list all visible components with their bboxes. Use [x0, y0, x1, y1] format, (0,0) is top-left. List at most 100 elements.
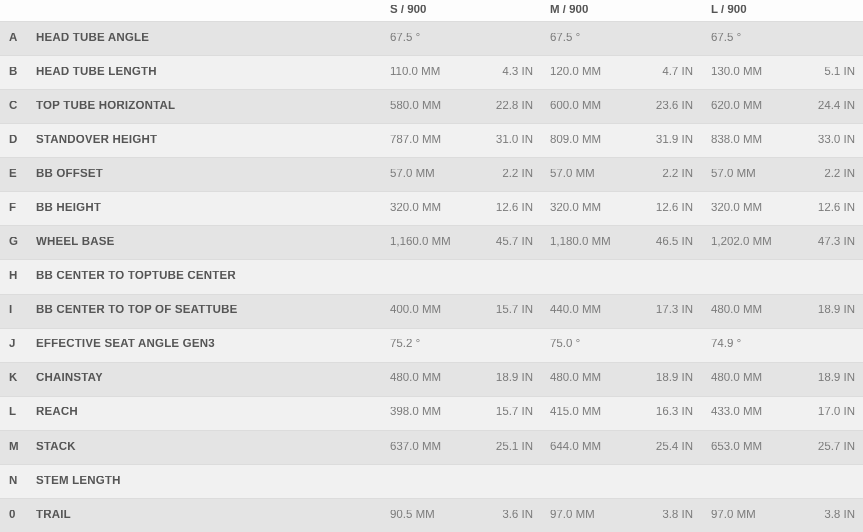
table-row: K CHAINSTAY 480.0 MM 18.9 IN 480.0 MM 18.9 IN…	[0, 361, 863, 396]
table-row: E BB OFFSET 57.0 MM 2.2 IN 57.0 MM 2.2 IN 57.0…	[0, 157, 863, 192]
table-row: B HEAD TUBE LENGTH 110.0 MM 4.3 IN 120.0 MM 4…	[0, 55, 863, 90]
value-s-mm: 57.0 MM	[390, 169, 435, 181]
table-row: G WHEEL BASE 1,160.0 MM 45.7 IN 1,180.0 MM 46…	[0, 225, 863, 260]
value-s-in: 12.6 IN	[495, 203, 533, 215]
value-m-in: 46.5 IN	[655, 237, 693, 249]
value-s-mm: 400.0 MM	[390, 305, 442, 317]
value-l-mm: 97.0 MM	[711, 509, 756, 521]
table-row: J EFFECTIVE SEAT ANGLE GEN3 75.2 ° 75.0 ° 74…	[0, 327, 863, 362]
value-m-in: 2.2 IN	[662, 169, 693, 181]
row-label: HEAD TUBE LENGTH	[36, 66, 157, 78]
value-l-in: 17.0 IN	[817, 407, 855, 419]
value-l-mm: 1,202.0 MM	[711, 237, 772, 249]
value-l-mm: 74.9 °	[711, 339, 742, 351]
value-s-mm: 637.0 MM	[390, 441, 442, 453]
value-s-mm: 67.5 °	[390, 32, 421, 44]
row-letter: H	[9, 271, 18, 283]
row-label: EFFECTIVE SEAT ANGLE GEN3	[36, 339, 215, 351]
row-letter: L	[9, 407, 17, 419]
value-m-mm: 1,180.0 MM	[550, 237, 611, 249]
size-column-header-l: L / 900	[711, 4, 747, 16]
value-l-in: 3.8 IN	[824, 509, 855, 521]
size-column-header-m: M / 900	[550, 4, 589, 16]
value-m-mm: 75.0 °	[550, 339, 581, 351]
value-m-mm: 809.0 MM	[550, 134, 602, 146]
value-s-mm: 787.0 MM	[390, 134, 442, 146]
row-letter: N	[9, 475, 18, 487]
table-row: C TOP TUBE HORIZONTAL 580.0 MM 22.8 IN 600.0…	[0, 89, 863, 124]
row-letter: E	[9, 169, 17, 181]
value-m-mm: 440.0 MM	[550, 305, 602, 317]
table-row: A HEAD TUBE ANGLE 67.5 ° 67.5 ° 67.5 °	[0, 21, 863, 56]
value-l-mm: 480.0 MM	[711, 305, 763, 317]
table-row: F BB HEIGHT 320.0 MM 12.6 IN 320.0 MM 12.6 IN…	[0, 191, 863, 226]
row-letter: C	[9, 100, 18, 112]
row-letter: J	[9, 339, 16, 351]
value-s-in: 15.7 IN	[495, 305, 533, 317]
value-m-in: 18.9 IN	[655, 373, 693, 385]
value-m-mm: 415.0 MM	[550, 407, 602, 419]
value-s-mm: 480.0 MM	[390, 373, 442, 385]
value-m-in: 12.6 IN	[655, 203, 693, 215]
value-l-mm: 653.0 MM	[711, 441, 763, 453]
row-letter: I	[9, 305, 13, 317]
row-letter: D	[9, 134, 18, 146]
value-l-mm: 838.0 MM	[711, 134, 763, 146]
value-m-in: 17.3 IN	[655, 305, 693, 317]
value-m-mm: 97.0 MM	[550, 509, 595, 521]
value-l-in: 18.9 IN	[817, 373, 855, 385]
row-label: TRAIL	[36, 509, 71, 521]
row-label: STANDOVER HEIGHT	[36, 134, 158, 146]
value-l-mm: 620.0 MM	[711, 100, 763, 112]
value-l-in: 25.7 IN	[817, 441, 855, 453]
value-l-in: 47.3 IN	[817, 237, 855, 249]
row-label: STEM LENGTH	[36, 475, 121, 487]
row-label: BB OFFSET	[36, 169, 103, 181]
row-label: HEAD TUBE ANGLE	[36, 32, 150, 44]
value-s-in: 3.6 IN	[502, 509, 533, 521]
value-s-mm: 398.0 MM	[390, 407, 442, 419]
row-label: BB CENTER TO TOP OF SEATTUBE	[36, 305, 238, 317]
value-l-mm: 433.0 MM	[711, 407, 763, 419]
row-letter: K	[9, 373, 18, 385]
row-letter: B	[9, 66, 18, 78]
size-header-row: S / 900 M / 900 L / 900	[0, 0, 863, 21]
value-s-in: 25.1 IN	[495, 441, 533, 453]
value-l-in: 33.0 IN	[817, 134, 855, 146]
table-row: H BB CENTER TO TOPTUBE CENTER	[0, 259, 863, 294]
row-label: BB HEIGHT	[36, 203, 102, 215]
value-m-mm: 120.0 MM	[550, 66, 602, 78]
value-l-mm: 320.0 MM	[711, 203, 763, 215]
row-label: REACH	[36, 407, 78, 419]
value-l-mm: 57.0 MM	[711, 169, 756, 181]
table-row: N STEM LENGTH	[0, 463, 863, 498]
value-l-in: 24.4 IN	[817, 100, 855, 112]
value-s-in: 2.2 IN	[502, 169, 533, 181]
value-s-mm: 75.2 °	[390, 339, 421, 351]
row-label: BB CENTER TO TOPTUBE CENTER	[36, 271, 236, 283]
value-s-in: 15.7 IN	[495, 407, 533, 419]
value-l-in: 5.1 IN	[824, 66, 855, 78]
value-m-mm: 320.0 MM	[550, 203, 602, 215]
value-m-in: 23.6 IN	[655, 100, 693, 112]
value-l-in: 2.2 IN	[824, 169, 855, 181]
row-label: TOP TUBE HORIZONTAL	[36, 100, 176, 112]
value-s-in: 22.8 IN	[495, 100, 533, 112]
table-row: D STANDOVER HEIGHT 787.0 MM 31.0 IN 809.0 MM…	[0, 123, 863, 158]
value-s-mm: 320.0 MM	[390, 203, 442, 215]
value-s-mm: 580.0 MM	[390, 100, 442, 112]
table-row: I BB CENTER TO TOP OF SEATTUBE 400.0 MM 15.…	[0, 293, 863, 328]
value-m-in: 31.9 IN	[655, 134, 693, 146]
table-row: L REACH 398.0 MM 15.7 IN 415.0 MM 16.3 IN 433.…	[0, 395, 863, 430]
value-m-in: 3.8 IN	[662, 509, 693, 521]
value-m-mm: 480.0 MM	[550, 373, 602, 385]
table-row: M STACK 637.0 MM 25.1 IN 644.0 MM 25.4 IN 653.…	[0, 429, 863, 464]
value-l-in: 12.6 IN	[817, 203, 855, 215]
value-l-mm: 67.5 °	[711, 32, 742, 44]
value-m-in: 4.7 IN	[662, 66, 693, 78]
value-m-in: 16.3 IN	[655, 407, 693, 419]
row-label: WHEEL BASE	[36, 237, 115, 249]
row-letter: F	[9, 203, 17, 215]
value-m-in: 25.4 IN	[655, 441, 693, 453]
